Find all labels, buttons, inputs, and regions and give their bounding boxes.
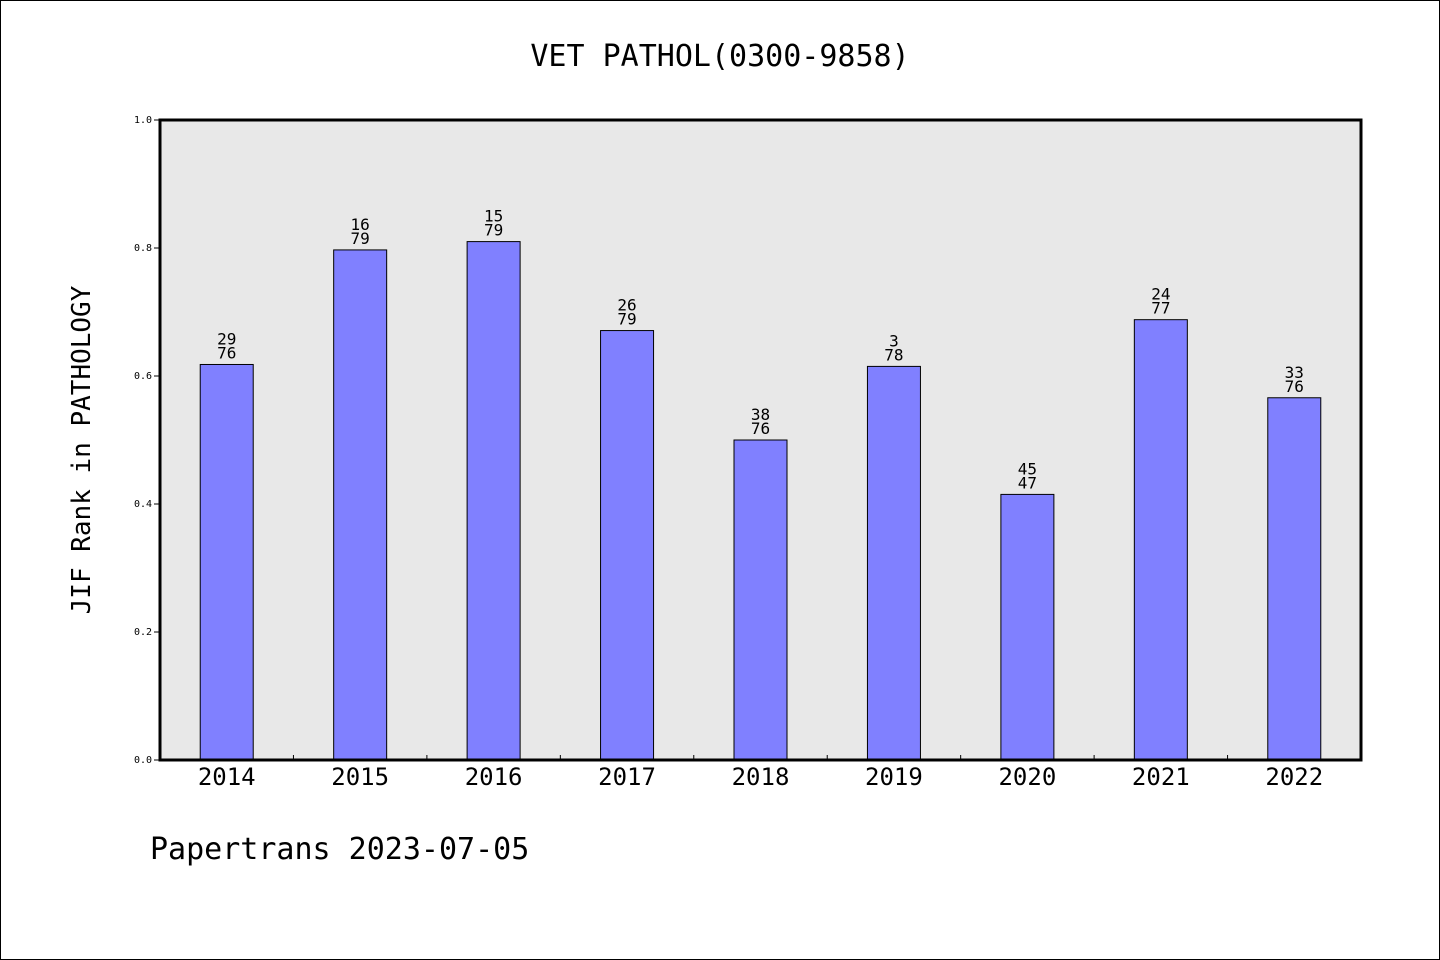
y-tick-label: 0.0 bbox=[134, 755, 152, 766]
bar-rank-label: 45 bbox=[1018, 459, 1037, 478]
bar-2015 bbox=[333, 249, 388, 761]
y-axis-label: JIF Rank in PATHOLOGY bbox=[67, 285, 97, 614]
y-tick-label: 0.4 bbox=[134, 499, 152, 510]
bar-rank-label: 15 bbox=[484, 207, 503, 226]
axis-layer: 0.0 0.2 0.4 0.6 0.8 1.0 2014 2015 2016 2017 2018 20… bbox=[134, 115, 1323, 791]
bar-total-label: 77 bbox=[1151, 299, 1170, 318]
bar-total-label: 76 bbox=[217, 343, 236, 362]
bar-total-label: 79 bbox=[351, 229, 370, 248]
bar-2021 bbox=[1133, 319, 1188, 761]
y-tick-label: 1.0 bbox=[134, 115, 152, 126]
x-tick-label: 2019 bbox=[865, 763, 923, 791]
bar-total-label: 47 bbox=[1018, 473, 1037, 492]
bar-total-label: 79 bbox=[617, 310, 636, 329]
bar-rank-label: 26 bbox=[617, 296, 636, 315]
bar-2017 bbox=[600, 330, 655, 761]
plot-border bbox=[158, 118, 1363, 762]
x-tick-label: 2015 bbox=[331, 763, 389, 791]
x-tick-label: 2022 bbox=[1265, 763, 1323, 791]
bar-rank-label: 29 bbox=[217, 329, 236, 348]
x-tick-label: 2014 bbox=[198, 763, 256, 791]
bar-2022 bbox=[1267, 397, 1322, 761]
x-tick-label: 2021 bbox=[1132, 763, 1190, 791]
bar-2020 bbox=[1000, 493, 1055, 761]
y-tick-label: 0.8 bbox=[134, 243, 152, 254]
x-tick-label: 2017 bbox=[598, 763, 656, 791]
bar-total-label: 76 bbox=[751, 419, 770, 438]
bar-rank-label: 38 bbox=[751, 405, 770, 424]
bar-2014 bbox=[199, 363, 254, 761]
bar-2019 bbox=[866, 365, 921, 761]
bar-total-label: 78 bbox=[884, 345, 903, 364]
bar-rank-label: 24 bbox=[1151, 285, 1170, 304]
x-tick-label: 2020 bbox=[998, 763, 1056, 791]
bar-rank-label: 16 bbox=[351, 215, 370, 234]
bar-rank-label: 3 bbox=[889, 331, 899, 350]
bar-total-label: 79 bbox=[484, 221, 503, 240]
bar-2016 bbox=[466, 241, 521, 761]
y-tick-label: 0.2 bbox=[134, 627, 152, 638]
bar-total-label: 76 bbox=[1285, 377, 1304, 396]
bar-2018 bbox=[733, 439, 788, 761]
footer-credit: Papertrans 2023-07-05 bbox=[150, 832, 530, 867]
chart-title: VET PATHOL(0300-9858) bbox=[530, 39, 909, 74]
bar-rank-label: 33 bbox=[1285, 363, 1304, 382]
y-tick-label: 0.6 bbox=[134, 371, 152, 382]
x-tick-label: 2018 bbox=[732, 763, 790, 791]
x-tick-label: 2016 bbox=[465, 763, 523, 791]
